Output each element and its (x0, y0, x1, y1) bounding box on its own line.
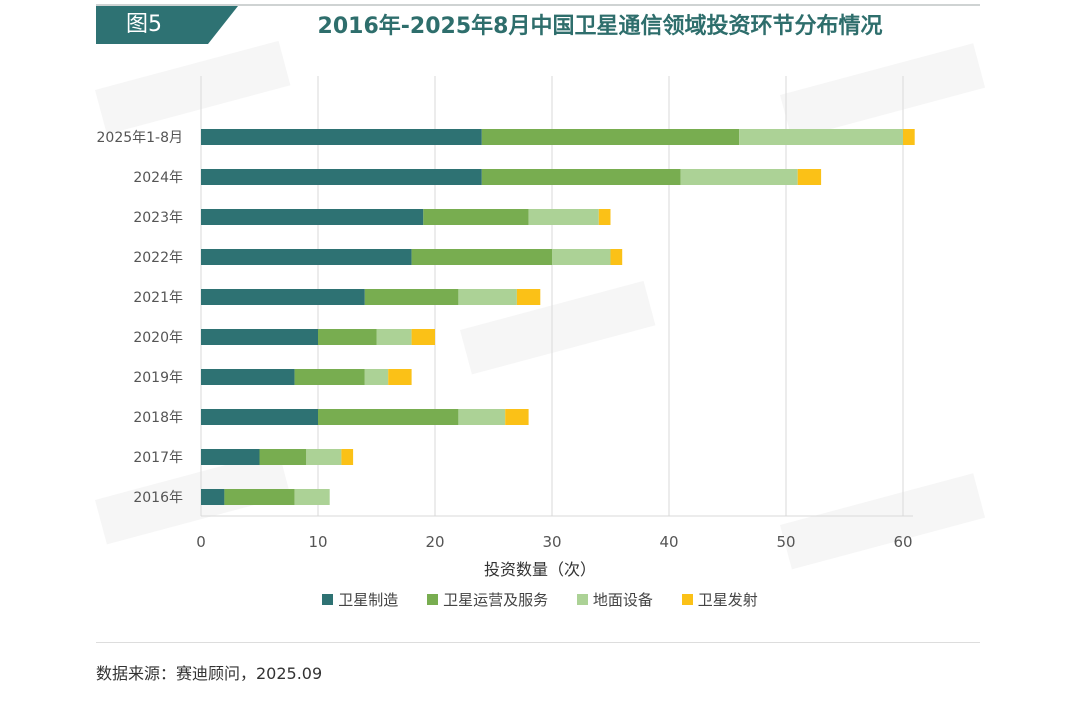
bar-segment (458, 409, 506, 425)
legend-item-satellite-launch: 卫星发射 (681, 589, 758, 610)
y-tick-labels: 2025年1-8月 2024年 2023年 2022年 2021年 2020年 2019年 2… (97, 130, 184, 506)
bar-segment (516, 289, 541, 305)
watermark (780, 473, 986, 570)
bar-segment (680, 169, 798, 185)
bar-segment (201, 129, 482, 145)
bar-segment (411, 249, 552, 265)
bar-segment (201, 209, 424, 225)
x-tick-label: 10 (308, 533, 327, 551)
bar-segment (411, 329, 435, 345)
bar-segment (739, 129, 903, 145)
bar-segment (201, 329, 318, 345)
legend-swatch (322, 594, 334, 605)
bar-segment (458, 289, 517, 305)
y-tick-label: 2019年 (133, 370, 183, 386)
x-tick-label: 50 (776, 533, 795, 551)
legend-label: 卫星发射 (697, 591, 758, 609)
y-tick-label: 2024年 (133, 170, 183, 186)
x-tick-label: 30 (542, 533, 561, 551)
bar-segment (388, 369, 412, 385)
bar-segment (201, 169, 482, 185)
figure-tag-shape (96, 6, 238, 44)
y-tick-label: 2022年 (133, 250, 183, 266)
bar-segment (306, 449, 342, 465)
legend-label: 卫星运营及服务 (443, 591, 549, 609)
bar-segment (598, 209, 611, 225)
x-tick-label: 60 (893, 533, 912, 551)
bar-segment (318, 409, 459, 425)
data-source: 数据来源：赛迪顾问，2025.09 (96, 664, 323, 683)
bar-segment (376, 329, 412, 345)
legend-item-satellite-operation: 卫星运营及服务 (427, 589, 548, 610)
watermark (95, 40, 291, 135)
legend-swatch (681, 594, 693, 605)
bar-segment (505, 409, 529, 425)
legend-swatch (427, 594, 439, 605)
x-tick-label: 40 (659, 533, 678, 551)
y-tick-label: 2020年 (133, 330, 183, 346)
y-tick-label: 2016年 (133, 490, 183, 506)
bar-segment (294, 489, 330, 505)
bar-segment (201, 249, 412, 265)
y-tick-label: 2017年 (133, 450, 183, 466)
header-rule (96, 4, 980, 6)
y-tick-label: 2018年 (133, 410, 183, 426)
y-tick-label: 2021年 (133, 290, 183, 306)
bar-segment (552, 249, 611, 265)
bar-segment (364, 369, 389, 385)
legend-swatch (576, 594, 588, 605)
figure-label: 图5 (126, 12, 162, 37)
legend: 卫星制造 卫星运营及服务 地面设备 卫星发射 (0, 589, 1080, 610)
x-tick-label: 20 (425, 533, 444, 551)
legend-item-ground-equipment: 地面设备 (576, 589, 653, 610)
bar-segment (610, 249, 623, 265)
bar-segment (423, 209, 529, 225)
bar-segment (341, 449, 354, 465)
bar-segment (201, 449, 260, 465)
bar-segment (201, 409, 318, 425)
y-tick-label: 2023年 (133, 210, 183, 226)
bar-segment (259, 449, 307, 465)
bar-segment (797, 169, 822, 185)
figure-tag: 图5 (96, 6, 238, 44)
bar-segment (318, 329, 377, 345)
x-tick-label: 0 (196, 533, 206, 551)
bars (201, 129, 915, 505)
bar-segment (481, 129, 740, 145)
bar-segment (528, 209, 599, 225)
watermark (460, 280, 656, 375)
legend-item-satellite-manufacturing: 卫星制造 (322, 589, 398, 610)
bar-segment (903, 129, 915, 145)
watermark (94, 450, 291, 545)
bar-segment (364, 289, 459, 305)
legend-label: 卫星制造 (338, 591, 399, 609)
footer-rule (96, 642, 980, 643)
watermark (780, 43, 986, 140)
bar-segment (201, 369, 295, 385)
bar-segment (201, 289, 365, 305)
bar-segment (224, 489, 295, 505)
bar-segment (294, 369, 365, 385)
bar-segment (201, 489, 225, 505)
chart-title: 2016年-2025年8月中国卫星通信领域投资环节分布情况 (317, 14, 883, 39)
y-tick-label: 2025年1-8月 (97, 130, 184, 146)
watermark-group (94, 40, 986, 570)
legend-label: 地面设备 (592, 591, 653, 609)
x-axis-label: 投资数量（次） (483, 560, 596, 579)
bar-segment (481, 169, 681, 185)
x-tick-labels: 0 10 20 30 40 50 60 (196, 533, 912, 551)
